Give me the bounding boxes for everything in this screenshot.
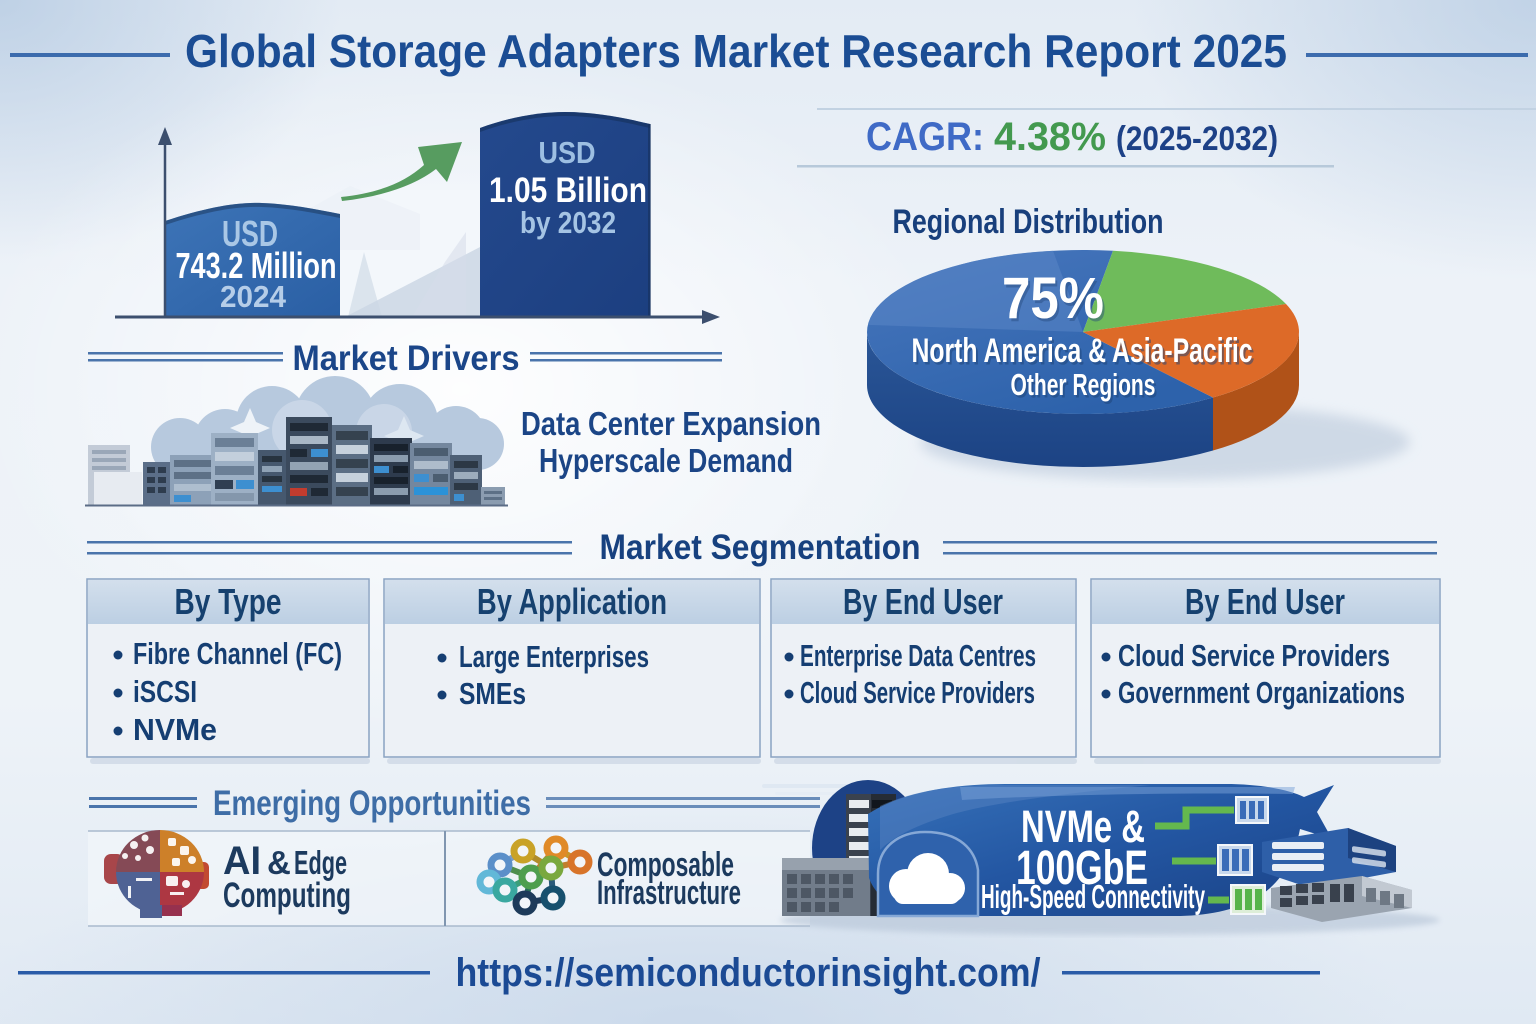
- svg-text:743.2 Million: 743.2 Million: [176, 245, 337, 286]
- svg-text:2024: 2024: [220, 279, 287, 314]
- svg-text:Large Enterprises: Large Enterprises: [459, 639, 649, 674]
- svg-text:Edge: Edge: [294, 844, 347, 881]
- svg-text:Hyperscale Demand: Hyperscale Demand: [539, 442, 793, 479]
- svg-text:By End User: By End User: [1185, 581, 1345, 622]
- svg-text:100GbE: 100GbE: [1016, 842, 1148, 895]
- svg-text:Market Drivers: Market Drivers: [293, 339, 520, 378]
- svg-text:USD: USD: [539, 135, 596, 170]
- svg-text:Cloud Service Providers: Cloud Service Providers: [1118, 638, 1390, 673]
- svg-text:&: &: [267, 844, 291, 881]
- svg-text:NVMe: NVMe: [133, 712, 217, 747]
- svg-text:Infrastructure: Infrastructure: [597, 874, 741, 912]
- svg-text:By Application: By Application: [477, 581, 667, 622]
- svg-text:Data Center Expansion: Data Center Expansion: [521, 405, 821, 442]
- svg-text:AI: AI: [223, 839, 261, 883]
- svg-text:North America & Asia-Pacific: North America & Asia-Pacific: [914, 335, 1255, 373]
- svg-text:Government Organizations: Government Organizations: [1118, 675, 1405, 710]
- svg-text:by 2032: by 2032: [520, 205, 616, 240]
- svg-text:By Type: By Type: [175, 581, 282, 622]
- svg-text:1.05 Billion: 1.05 Billion: [489, 171, 647, 210]
- svg-text:Market Segmentation: Market Segmentation: [600, 528, 921, 567]
- svg-text:Global Storage Adapters Market: Global Storage Adapters Market Research …: [185, 25, 1287, 77]
- svg-text:75%: 75%: [1004, 269, 1106, 334]
- svg-text:North America & Asia-Pacific: North America & Asia-Pacific: [912, 332, 1253, 370]
- svg-text:SMEs: SMEs: [459, 676, 526, 711]
- svg-text:https://semiconductorinsight.c: https://semiconductorinsight.com/: [456, 951, 1041, 995]
- svg-text:Fibre Channel (FC): Fibre Channel (FC): [133, 636, 342, 671]
- svg-text:(2025-2032): (2025-2032): [1116, 120, 1278, 158]
- svg-text:NVMe &: NVMe &: [1021, 801, 1145, 852]
- svg-text:4.38%: 4.38%: [994, 115, 1106, 159]
- svg-text:CAGR:: CAGR:: [866, 115, 984, 159]
- svg-text:Computing: Computing: [223, 876, 351, 915]
- svg-text:Composable: Composable: [597, 846, 734, 884]
- svg-text:USD: USD: [222, 213, 278, 254]
- svg-text:By End User: By End User: [843, 581, 1003, 622]
- svg-text:High-Speed Connectivity: High-Speed Connectivity: [981, 878, 1205, 915]
- svg-text:Other Regions: Other Regions: [1013, 370, 1158, 405]
- svg-text:Enterprise Data Centres: Enterprise Data Centres: [800, 638, 1036, 673]
- svg-text:Other Regions: Other Regions: [1011, 367, 1156, 402]
- svg-text:75%: 75%: [1002, 266, 1104, 331]
- svg-text:Cloud Service Providers: Cloud Service Providers: [800, 675, 1035, 710]
- svg-text:iSCSI: iSCSI: [133, 674, 197, 709]
- svg-text:Emerging Opportunities: Emerging Opportunities: [213, 784, 531, 823]
- svg-text:Regional Distribution: Regional Distribution: [893, 203, 1164, 241]
